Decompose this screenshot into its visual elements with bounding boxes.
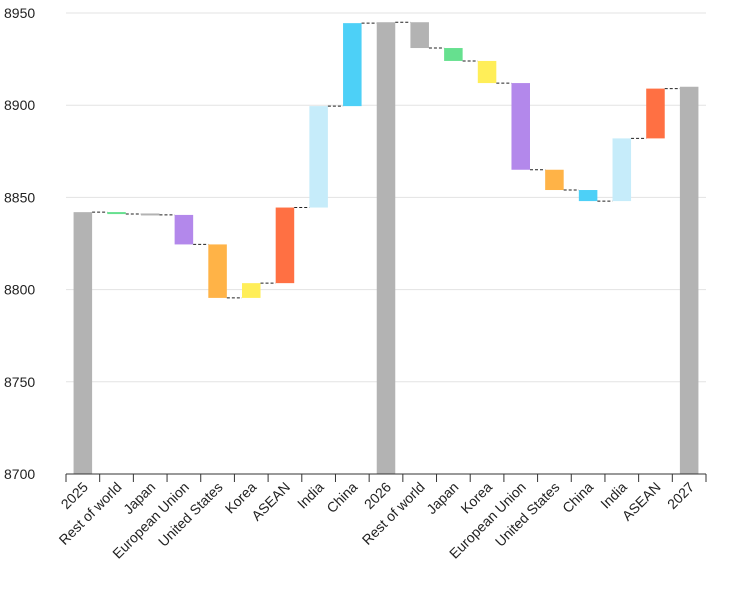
y-tick-label: 8950	[4, 5, 35, 21]
total-bar	[679, 86, 699, 474]
delta-bar	[477, 60, 497, 84]
delta-bar	[545, 169, 564, 191]
y-tick-label: 8800	[4, 282, 35, 298]
delta-bar	[612, 138, 632, 202]
x-tick-label: India	[294, 479, 327, 512]
delta-bar	[646, 88, 665, 139]
delta-bar	[343, 23, 362, 107]
delta-bar	[107, 212, 126, 215]
x-tick-label: 2027	[664, 479, 697, 512]
delta-bar	[309, 106, 328, 208]
x-tick-label: China	[323, 479, 360, 516]
delta-bar	[174, 214, 194, 245]
y-tick-label: 8700	[4, 466, 35, 482]
x-tick-label: ASEAN	[619, 479, 664, 524]
x-tick-label: Japan	[423, 479, 461, 517]
delta-bar	[140, 213, 160, 216]
total-bar	[73, 212, 93, 475]
delta-bar	[242, 283, 261, 298]
y-tick-label: 8900	[4, 97, 35, 113]
delta-bar	[444, 48, 463, 61]
x-tick-label: Rest of world	[359, 479, 428, 548]
x-tick-label: Rest of world	[56, 479, 125, 548]
total-bar	[376, 22, 396, 474]
y-axis: 8700 8750 8800 8850 8900 8950	[4, 5, 35, 482]
connectors	[92, 21, 680, 299]
delta-bar	[410, 22, 429, 49]
bars	[73, 22, 699, 475]
delta-bar	[511, 83, 530, 170]
delta-bar	[275, 207, 295, 284]
y-tick-label: 8850	[4, 189, 35, 205]
delta-bar	[208, 244, 227, 298]
x-tick-label: ASEAN	[248, 479, 293, 524]
x-tick-label: China	[559, 479, 596, 516]
delta-bar	[578, 190, 598, 202]
y-tick-label: 8750	[4, 374, 35, 390]
